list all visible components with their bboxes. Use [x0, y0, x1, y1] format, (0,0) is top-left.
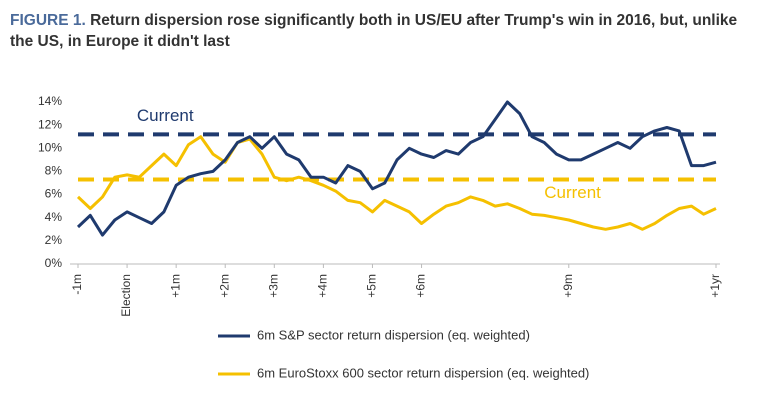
y-tick-label: 2%	[45, 233, 63, 247]
x-tick-label: +4m	[316, 274, 330, 298]
x-tick-label: Election	[119, 274, 133, 317]
x-tick-label: +9m	[561, 274, 575, 298]
series-line	[76, 100, 717, 237]
x-tick-label: +1yr	[708, 274, 722, 298]
y-tick-label: 12%	[38, 117, 62, 131]
title-text: Return dispersion rose significantly bot…	[10, 12, 738, 50]
y-tick-label: 4%	[45, 210, 63, 224]
legend-label: 6m S&P sector return dispersion (eq. wei…	[257, 327, 530, 342]
series-line	[76, 135, 717, 231]
legend-label: 6m EuroStoxx 600 sector return dispersio…	[257, 365, 589, 380]
x-tick-label: +6m	[414, 274, 428, 298]
x-tick-label: +5m	[365, 274, 379, 298]
x-tick-label: +2m	[217, 274, 231, 298]
reference-label: Current	[137, 106, 194, 125]
x-tick-label: -1m	[70, 274, 84, 295]
y-tick-label: 14%	[38, 94, 62, 108]
figure-label: FIGURE 1.	[10, 12, 86, 29]
y-tick-label: 10%	[38, 140, 62, 154]
chart-title: FIGURE 1. Return dispersion rose signifi…	[10, 10, 760, 52]
y-tick-label: 6%	[45, 187, 63, 201]
x-tick-label: +1m	[168, 274, 182, 298]
y-tick-label: 8%	[45, 164, 63, 178]
x-tick-label: +3m	[266, 274, 280, 298]
y-tick-label: 0%	[45, 256, 63, 270]
reference-label: Current	[544, 183, 601, 202]
